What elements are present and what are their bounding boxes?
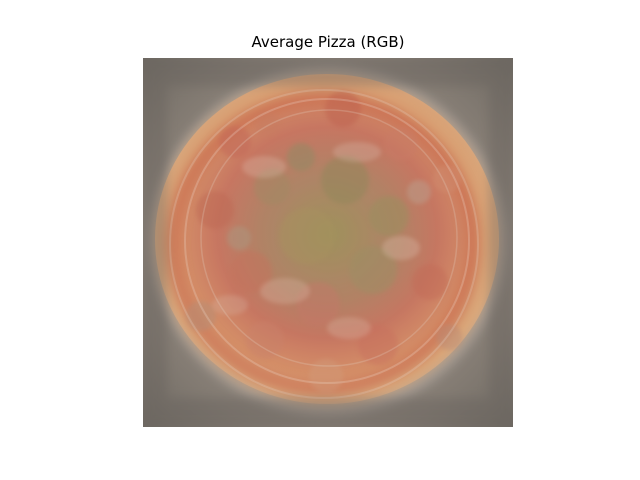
edge-shadows [143, 58, 513, 427]
topping-blotches [186, 91, 462, 393]
average-pizza-image [143, 58, 513, 427]
figure-title: Average Pizza (RGB) [251, 33, 405, 51]
pizza-image-svg [143, 58, 513, 427]
cheese-highlights [212, 142, 420, 339]
